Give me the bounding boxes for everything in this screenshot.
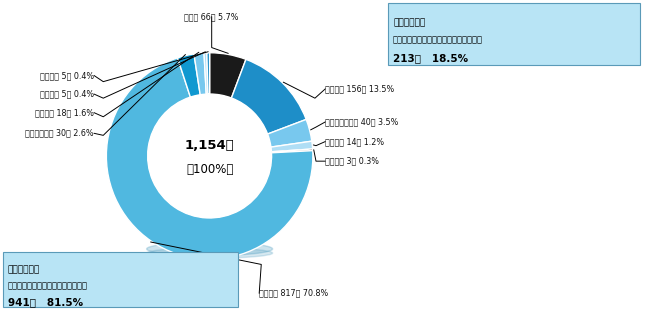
Bar [3,252,238,307]
Circle shape [148,94,272,218]
Wedge shape [210,53,246,98]
Text: スポーツ行事 30人 2.6%: スポーツ行事 30人 2.6% [25,129,94,138]
Text: 救助活動 3人 0.3%: 救助活動 3人 0.3% [325,157,379,166]
Text: 避難出動 14人 1.2%: 避難出動 14人 1.2% [325,137,384,146]
Text: 特別警成 18人 1.6%: 特別警成 18人 1.6% [35,108,94,117]
Wedge shape [232,59,306,134]
Text: 平常時の活動: 平常時の活動 [8,266,40,274]
Text: 941人   81.5%: 941人 81.5% [8,297,83,307]
Wedge shape [194,53,206,95]
Wedge shape [106,58,313,259]
Text: 213人   18.5%: 213人 18.5% [393,53,468,63]
Wedge shape [207,53,210,94]
Wedge shape [272,149,313,153]
Text: 消火活動・風水害等の災害・避難出動等: 消火活動・風水害等の災害・避難出動等 [393,36,483,45]
Ellipse shape [146,242,273,256]
Text: 演習訓練、スポーツ行事、特別警成: 演習訓練、スポーツ行事、特別警成 [8,281,88,290]
Wedge shape [271,141,313,152]
Text: （100%）: （100%） [186,163,233,176]
Text: 1,154人: 1,154人 [184,139,235,152]
Bar [388,3,640,65]
Text: 風水害等の災害 40人 3.5%: 風水害等の災害 40人 3.5% [325,117,399,126]
Text: 消火活動 156人 13.5%: 消火活動 156人 13.5% [325,84,395,93]
Wedge shape [204,53,208,94]
Wedge shape [177,54,200,97]
Text: 訓練指導 5人 0.4%: 訓練指導 5人 0.4% [40,71,94,80]
Wedge shape [268,119,312,147]
Text: 非常時の活動: 非常時の活動 [393,18,425,27]
Text: 警防調査 5人 0.4%: 警防調査 5人 0.4% [40,90,94,99]
Text: 演習訓練 817人 70.8%: 演習訓練 817人 70.8% [259,289,328,298]
Text: その他 66人 5.7%: その他 66人 5.7% [184,12,239,21]
Ellipse shape [146,248,273,258]
